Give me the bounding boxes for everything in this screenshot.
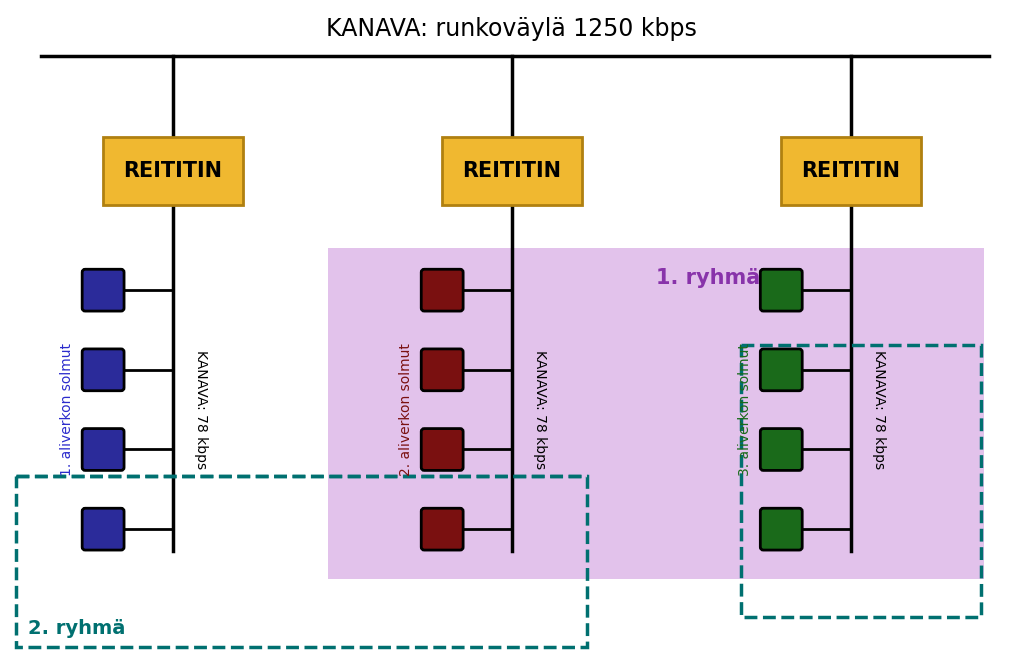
Bar	[742, 345, 981, 617]
FancyBboxPatch shape	[82, 270, 124, 311]
Text: KANAVA: 78 kbps: KANAVA: 78 kbps	[533, 350, 547, 469]
FancyBboxPatch shape	[421, 508, 463, 550]
FancyBboxPatch shape	[760, 349, 802, 391]
Text: 1. ryhmä: 1. ryhmä	[656, 268, 760, 288]
Text: REITITIN: REITITIN	[802, 161, 900, 181]
FancyBboxPatch shape	[760, 508, 802, 550]
Text: 2. ryhmä: 2. ryhmä	[29, 619, 126, 638]
Text: KANAVA: runkoväylä 1250 kbps: KANAVA: runkoväylä 1250 kbps	[325, 17, 697, 42]
FancyBboxPatch shape	[82, 508, 124, 550]
Bar	[327, 248, 984, 579]
Text: 2. aliverkon solmut: 2. aliverkon solmut	[399, 343, 413, 476]
FancyBboxPatch shape	[760, 270, 802, 311]
FancyBboxPatch shape	[421, 349, 463, 391]
FancyBboxPatch shape	[442, 137, 582, 204]
Text: KANAVA: 78 kbps: KANAVA: 78 kbps	[872, 350, 886, 469]
FancyBboxPatch shape	[760, 428, 802, 471]
Text: REITITIN: REITITIN	[124, 161, 222, 181]
FancyBboxPatch shape	[103, 137, 242, 204]
FancyBboxPatch shape	[82, 349, 124, 391]
Text: KANAVA: 78 kbps: KANAVA: 78 kbps	[193, 350, 208, 469]
FancyBboxPatch shape	[421, 428, 463, 471]
FancyBboxPatch shape	[421, 270, 463, 311]
Bar	[16, 476, 587, 646]
Text: 1. aliverkon solmut: 1. aliverkon solmut	[60, 343, 75, 476]
Text: 3. aliverkon solmut: 3. aliverkon solmut	[739, 343, 752, 476]
FancyBboxPatch shape	[82, 428, 124, 471]
Text: REITITIN: REITITIN	[462, 161, 562, 181]
FancyBboxPatch shape	[782, 137, 921, 204]
